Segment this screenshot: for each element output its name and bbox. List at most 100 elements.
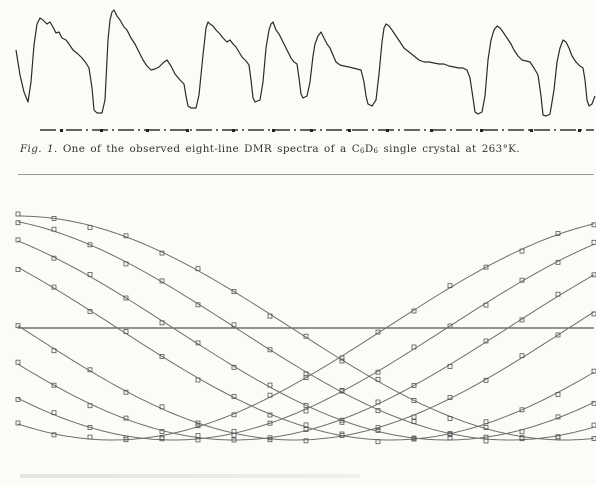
- data-point: [483, 338, 489, 344]
- data-point: [591, 239, 596, 245]
- data-point: [447, 364, 453, 369]
- data-point: [519, 248, 525, 254]
- caption-suffix: single crystal at 263°K.: [378, 143, 520, 155]
- data-point: [555, 332, 561, 338]
- splitting-curve: [18, 215, 595, 441]
- data-point: [303, 438, 309, 444]
- data-point: [195, 437, 201, 443]
- data-point: [51, 255, 57, 261]
- data-point: [123, 295, 129, 301]
- caption-prefix: One of the observed eight-line DMR spect…: [62, 143, 361, 155]
- data-point: [591, 311, 596, 317]
- data-point: [447, 323, 453, 329]
- data-point: [519, 317, 525, 323]
- data-point: [87, 403, 93, 409]
- data-point: [519, 429, 525, 435]
- data-point: [87, 242, 93, 248]
- data-point: [483, 425, 489, 431]
- data-point: [195, 340, 201, 346]
- data-point: [375, 427, 381, 433]
- data-point: [555, 259, 561, 265]
- data-point: [87, 224, 93, 230]
- data-point: [483, 434, 489, 440]
- splitting-curve: [17, 240, 595, 441]
- data-point: [519, 277, 525, 283]
- dmr-spectrum-figure: [15, 9, 596, 132]
- angular-dependence-figure: [15, 211, 596, 445]
- data-point: [15, 323, 21, 329]
- data-point: [123, 329, 129, 334]
- data-point: [123, 233, 129, 239]
- data-point: [87, 424, 93, 430]
- data-points: [15, 211, 596, 445]
- data-point: [159, 429, 165, 434]
- figure1-number: Fig. 1.: [20, 143, 58, 155]
- data-point: [195, 423, 201, 429]
- data-point: [267, 437, 273, 443]
- data-point: [159, 278, 165, 284]
- data-point: [555, 231, 561, 236]
- data-point: [375, 408, 381, 414]
- data-point: [51, 348, 57, 354]
- data-point: [231, 289, 237, 294]
- splitting-curve: [17, 223, 595, 441]
- data-point: [555, 414, 561, 420]
- data-point: [591, 272, 596, 278]
- data-point: [411, 414, 417, 420]
- data-point: [231, 394, 237, 399]
- data-point: [51, 410, 57, 416]
- figure1-caption: Fig. 1. One of the observed eight-line D…: [20, 143, 520, 155]
- data-point: [15, 220, 21, 226]
- data-point: [591, 422, 596, 428]
- spectrum-trace: [15, 9, 596, 117]
- data-point: [159, 250, 165, 256]
- data-point: [267, 412, 273, 418]
- data-point: [303, 333, 309, 339]
- data-point: [123, 389, 129, 395]
- data-point: [87, 434, 93, 440]
- data-point: [231, 412, 237, 418]
- data-point: [519, 407, 525, 413]
- data-point: [375, 329, 381, 335]
- caption-sub2: 6: [373, 147, 379, 155]
- data-point: [267, 420, 273, 426]
- data-point: [123, 437, 129, 443]
- data-point: [231, 437, 237, 443]
- data-point: [51, 215, 57, 221]
- data-point: [483, 264, 489, 270]
- data-point: [267, 313, 273, 319]
- data-point: [375, 369, 381, 375]
- data-point: [375, 376, 381, 382]
- baseline-ticks: [60, 129, 581, 132]
- data-point: [51, 382, 57, 388]
- data-point: [375, 439, 381, 445]
- data-point: [483, 377, 489, 383]
- data-point: [195, 377, 201, 383]
- data-point: [159, 404, 165, 410]
- data-point: [303, 427, 309, 433]
- data-point: [195, 302, 201, 308]
- data-point: [447, 432, 453, 438]
- splitting-curve: [17, 267, 595, 441]
- data-point: [267, 347, 273, 353]
- splitting-curve: [17, 274, 595, 441]
- data-point: [555, 434, 561, 440]
- data-point: [231, 322, 237, 328]
- data-point: [339, 387, 345, 393]
- data-point: [411, 344, 417, 350]
- data-point: [15, 211, 21, 217]
- data-point: [231, 428, 237, 434]
- data-point: [519, 353, 525, 359]
- data-point: [447, 415, 453, 421]
- data-point: [231, 364, 237, 370]
- splitting-curve: [17, 311, 595, 441]
- data-point: [123, 261, 129, 267]
- data-point: [339, 355, 345, 361]
- data-point: [447, 395, 453, 401]
- data-point: [303, 422, 309, 428]
- data-point: [555, 435, 561, 441]
- data-point: [195, 266, 201, 272]
- data-point: [591, 436, 596, 441]
- data-point: [159, 320, 165, 326]
